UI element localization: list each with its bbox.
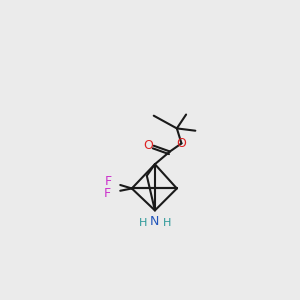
Text: F: F — [104, 187, 111, 200]
Text: N: N — [150, 215, 160, 229]
Text: O: O — [176, 137, 186, 150]
Text: F: F — [105, 176, 112, 188]
Text: O: O — [144, 139, 154, 152]
Text: H: H — [163, 218, 171, 228]
Text: H: H — [139, 218, 148, 228]
